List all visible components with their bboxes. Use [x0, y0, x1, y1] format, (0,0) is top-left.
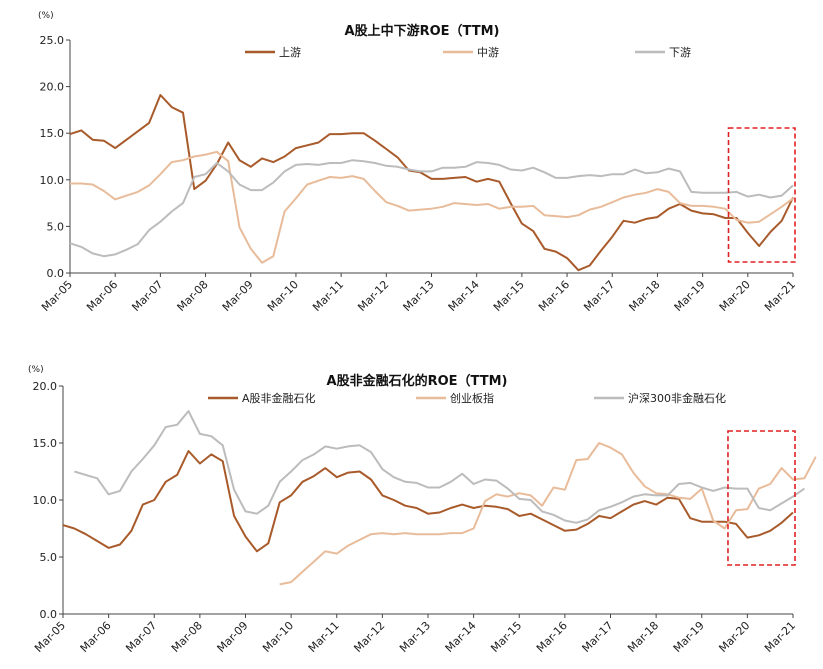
x-tick-label: Mar-18 [626, 278, 662, 314]
x-tick-label: Mar-19 [672, 278, 708, 314]
chart1-legend-midstream: 中游 [477, 46, 499, 59]
y-tick-label: 20.0 [33, 380, 58, 393]
x-tick-label: Mar-08 [175, 278, 211, 314]
chart-nonfinancial-roe: (%) A股非金融石化的ROE（TTM) A股非金融石化 创业板指 沪深300非… [28, 365, 817, 655]
x-tick-label: Mar-12 [355, 278, 391, 314]
chart1-highlight-box [727, 127, 796, 263]
y-tick-label: 10.0 [33, 494, 58, 507]
chart2-y-axis: 0.0 5.0 10.0 15.0 20.0 [33, 380, 64, 621]
x-tick-label: Mar-06 [84, 278, 120, 314]
chart1-legend-downstream: 下游 [669, 46, 691, 59]
x-tick-label: Mar-13 [397, 619, 433, 655]
chart-upstream-midstream-downstream: (%) A股上中下游ROE（TTM) 上游 中游 下游 0.0 5.0 10.0 15… [38, 11, 798, 314]
x-tick-label: Mar-21 [762, 619, 798, 655]
x-tick-label: Mar-05 [32, 619, 68, 655]
series-line-0 [69, 94, 794, 272]
chart1-series [69, 94, 794, 272]
x-tick-label: Mar-17 [581, 278, 617, 314]
x-tick-label: Mar-09 [215, 619, 251, 655]
chart2-highlight-box [727, 430, 796, 566]
y-tick-label: 20.0 [40, 81, 65, 94]
y-tick-label: 0.0 [40, 608, 58, 621]
x-tick-label: Mar-09 [220, 278, 256, 314]
chart1-x-axis: Mar-05 Mar-06 Mar-07 Mar-08 Mar-09 Mar-10 Mar-… [39, 272, 798, 314]
x-tick-label: Mar-08 [169, 619, 205, 655]
x-tick-label: Mar-16 [536, 278, 572, 314]
x-tick-label: Mar-06 [78, 619, 114, 655]
y-tick-label: 5.0 [47, 220, 65, 233]
x-tick-label: Mar-05 [39, 278, 75, 314]
x-tick-label: Mar-14 [443, 619, 479, 655]
x-tick-label: Mar-15 [488, 619, 524, 655]
y-tick-label: 0.0 [47, 267, 65, 280]
x-tick-label: Mar-13 [401, 278, 437, 314]
chart2-legend-a-share: A股非金融石化 [242, 391, 316, 405]
series-line-2 [74, 410, 805, 524]
chart1-title: A股上中下游ROE（TTM) [345, 23, 500, 39]
x-tick-label: Mar-16 [534, 619, 570, 655]
series-line-1 [70, 150, 794, 264]
chart2-series [62, 410, 817, 586]
x-tick-label: Mar-12 [351, 619, 387, 655]
x-tick-label: Mar-14 [446, 278, 482, 314]
x-tick-label: Mar-11 [306, 619, 342, 655]
x-tick-label: Mar-21 [762, 278, 798, 314]
x-tick-label: Mar-20 [716, 619, 752, 655]
y-tick-label: 5.0 [40, 551, 58, 564]
chart2-x-axis: Mar-05 Mar-06 Mar-07 Mar-08 Mar-09 Mar-10 Mar-… [32, 613, 798, 655]
x-tick-label: Mar-07 [129, 278, 165, 314]
y-tick-label: 15.0 [33, 437, 58, 450]
chart2-legend-chinext: 创业板指 [450, 391, 494, 405]
x-tick-label: Mar-10 [260, 619, 296, 655]
x-tick-label: Mar-18 [625, 619, 661, 655]
series-line-2 [69, 159, 794, 258]
y-tick-label: 25.0 [40, 34, 65, 47]
x-tick-label: Mar-17 [580, 619, 616, 655]
chart2-title: A股非金融石化的ROE（TTM) [327, 373, 508, 389]
x-tick-label: Mar-10 [265, 278, 301, 314]
chart1-legend: 上游 中游 下游 [245, 46, 691, 59]
chart2-unit: (%) [28, 365, 44, 375]
x-tick-label: Mar-15 [491, 278, 527, 314]
y-tick-label: 10.0 [40, 174, 65, 187]
x-tick-label: Mar-20 [717, 278, 753, 314]
chart1-unit: (%) [38, 11, 54, 21]
y-tick-label: 15.0 [40, 127, 65, 140]
chart1-y-axis: 0.0 5.0 10.0 15.0 20.0 25.0 [40, 34, 71, 280]
chart2-legend: A股非金融石化 创业板指 沪深300非金融石化 [208, 391, 726, 405]
chart1-legend-upstream: 上游 [279, 46, 301, 59]
series-line-1 [279, 442, 817, 586]
chart2-legend-csi300: 沪深300非金融石化 [628, 391, 726, 405]
series-line-0 [62, 450, 794, 553]
x-tick-label: Mar-19 [671, 619, 707, 655]
x-tick-label: Mar-11 [310, 278, 346, 314]
x-tick-label: Mar-07 [123, 619, 159, 655]
